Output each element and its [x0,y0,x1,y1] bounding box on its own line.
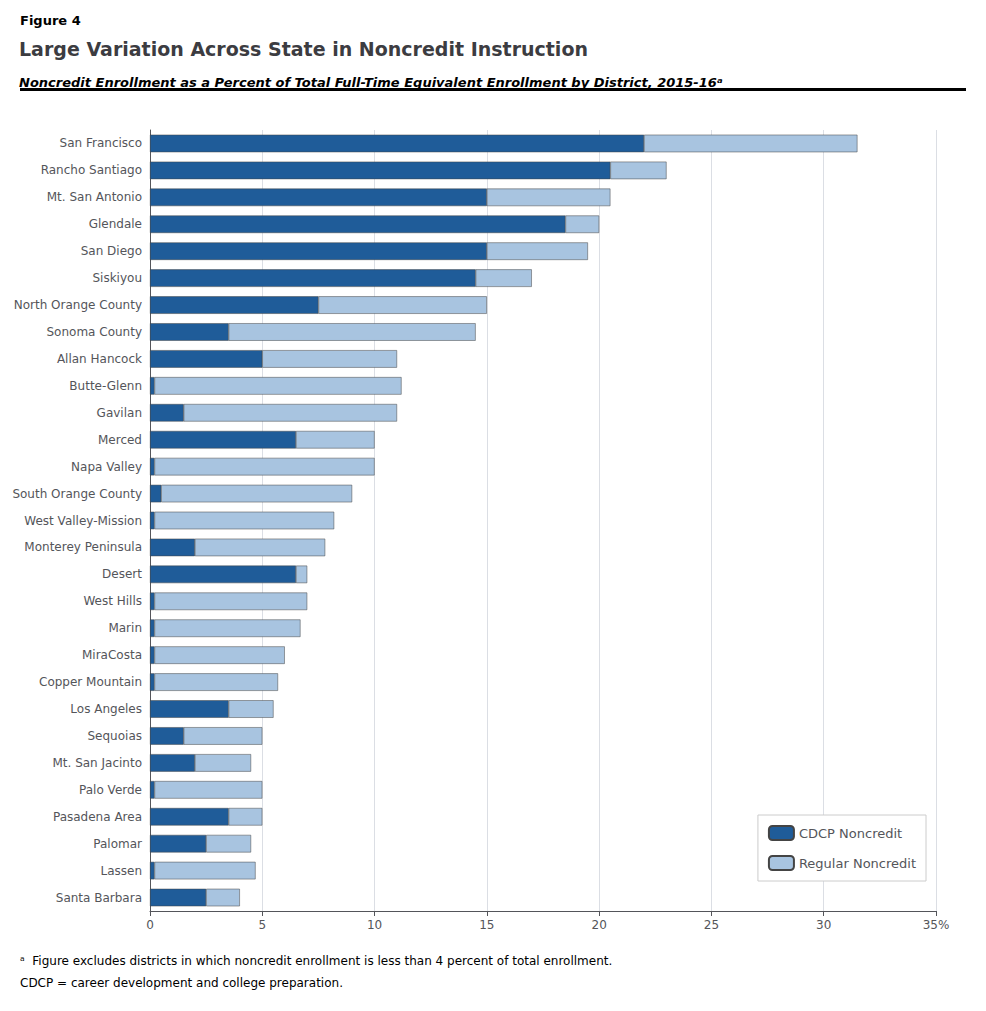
svg-text:MiraCosta: MiraCosta [82,648,142,662]
svg-text:South Orange County: South Orange County [12,487,142,501]
svg-text:Glendale: Glendale [89,217,142,231]
svg-text:Butte-Glenn: Butte-Glenn [69,379,142,393]
svg-text:Regular Noncredit: Regular Noncredit [799,856,916,871]
svg-text:Figure 4: Figure 4 [20,13,81,28]
svg-text:Napa Valley: Napa Valley [71,460,142,474]
svg-text:CDCP Noncredit: CDCP Noncredit [799,826,902,841]
svg-text:Lassen: Lassen [100,864,142,878]
svg-text:30: 30 [816,918,831,932]
svg-text:Palo Verde: Palo Verde [79,783,142,797]
svg-text:Pasadena Area: Pasadena Area [53,810,142,824]
svg-text:20: 20 [592,918,607,932]
svg-text:Marin: Marin [108,621,142,635]
svg-text:25: 25 [704,918,719,932]
svg-text:Sequoias: Sequoias [87,729,142,743]
svg-text:Sonoma County: Sonoma County [46,325,142,339]
svg-text:North Orange County: North Orange County [14,298,142,312]
svg-text:Merced: Merced [98,433,142,447]
svg-text:15: 15 [479,918,494,932]
svg-text:ᵃ Figure excludes districts i: ᵃ Figure excludes districts in which non… [20,954,612,968]
svg-text:Large Variation Across State i: Large Variation Across State in Noncredi… [19,38,588,60]
svg-text:Los Angeles: Los Angeles [70,702,142,716]
svg-text:Gavilan: Gavilan [97,406,142,420]
svg-text:35%: 35% [923,918,950,932]
svg-text:Monterey Peninsula: Monterey Peninsula [24,540,142,554]
svg-text:Siskiyou: Siskiyou [92,271,142,285]
svg-text:San Diego: San Diego [81,244,142,258]
svg-text:Allan Hancock: Allan Hancock [57,352,142,366]
svg-text:Copper Mountain: Copper Mountain [39,675,142,689]
svg-text:CDCP = career development and: CDCP = career development and college pr… [20,976,343,990]
svg-text:Noncredit Enrollment as a Perc: Noncredit Enrollment as a Percent of Tot… [19,75,723,90]
svg-text:West Valley-Mission: West Valley-Mission [24,514,142,528]
svg-text:Rancho Santiago: Rancho Santiago [41,163,142,177]
svg-text:Mt. San Antonio: Mt. San Antonio [47,190,142,204]
svg-text:5: 5 [258,918,266,932]
svg-text:10: 10 [367,918,382,932]
svg-text:0: 0 [146,918,154,932]
svg-text:West Hills: West Hills [83,594,142,608]
svg-text:Palomar: Palomar [93,837,142,851]
svg-text:Mt. San Jacinto: Mt. San Jacinto [52,756,142,770]
svg-text:Desert: Desert [102,567,142,581]
svg-text:San Francisco: San Francisco [60,136,142,150]
svg-text:Santa Barbara: Santa Barbara [56,891,142,905]
